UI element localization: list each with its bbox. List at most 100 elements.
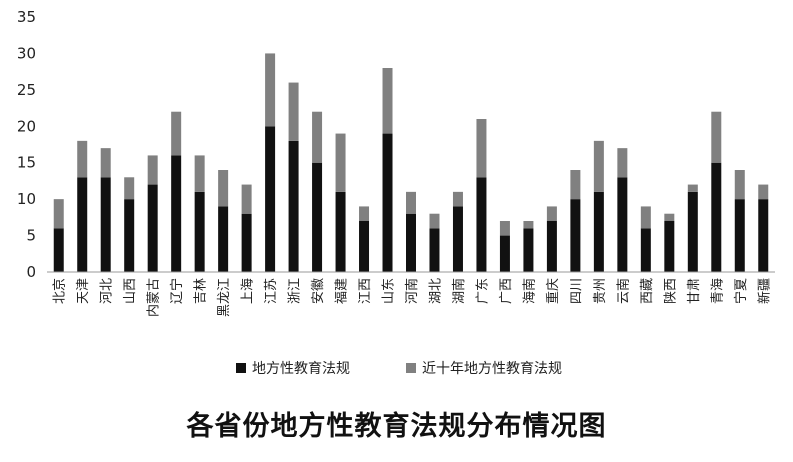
bar-segment-recent <box>100 148 111 178</box>
x-tick-label: 安徽 <box>311 278 326 304</box>
x-tick-label: 云南 <box>615 278 631 304</box>
legend-swatch <box>236 363 246 373</box>
x-tick-label: 福建 <box>335 278 350 304</box>
x-tick-label: 湖北 <box>428 278 443 304</box>
bar-segment-recent <box>476 119 487 178</box>
bar-segment-recent <box>734 170 745 200</box>
bar-segment-recent <box>288 82 299 141</box>
bar-segment-local <box>617 177 628 272</box>
bar-segment-local <box>640 228 651 272</box>
bar-segment-recent <box>499 221 510 236</box>
x-tick-label: 湖南 <box>451 278 467 304</box>
bar-segment-local <box>241 213 252 272</box>
bar-segment-recent <box>452 191 463 207</box>
bar-segment-recent <box>593 140 604 192</box>
bar-segment-local <box>335 191 346 272</box>
x-tick-label: 黑龙江 <box>217 278 232 317</box>
bar-segment-recent <box>664 213 675 221</box>
x-tick-label: 重庆 <box>545 278 561 304</box>
x-tick-label: 广西 <box>499 278 514 304</box>
x-tick-label: 内蒙古 <box>146 278 162 317</box>
y-tick-label: 10 <box>17 190 36 208</box>
bar-segment-recent <box>382 68 393 134</box>
bar-segment-recent <box>218 170 229 207</box>
bar-segment-recent <box>77 140 88 178</box>
bar-segment-local <box>100 177 111 272</box>
bar-segment-local <box>147 184 158 272</box>
bar-segment-recent <box>171 111 182 156</box>
bar-segment-recent <box>194 155 205 192</box>
bar-segment-recent <box>359 206 370 221</box>
bar-segment-local <box>734 199 745 272</box>
bar-segment-local <box>171 155 182 272</box>
bar-segment-local <box>406 213 416 272</box>
bar-segment-recent <box>617 148 628 178</box>
x-tick-label: 贵州 <box>593 278 608 304</box>
x-tick-label: 西藏 <box>640 278 655 304</box>
bar-segment-recent <box>711 111 722 163</box>
y-tick-label: 25 <box>17 81 36 99</box>
bar-segment-recent <box>570 170 581 200</box>
bar-segment-local <box>546 221 557 272</box>
bar-segment-local <box>499 235 510 272</box>
x-tick-label: 甘肃 <box>687 278 702 304</box>
x-tick-label: 山西 <box>123 278 138 304</box>
bar-segment-local <box>265 126 276 273</box>
bar-segment-recent <box>335 133 346 192</box>
bar-segment-local <box>758 199 769 272</box>
y-tick-label: 35 <box>17 8 36 26</box>
y-tick-label: 5 <box>26 227 36 245</box>
bar-segment-local <box>124 199 135 272</box>
bar-segment-recent <box>758 184 769 200</box>
y-tick-label: 15 <box>17 154 36 172</box>
bar-segment-local <box>194 191 205 272</box>
bar-segment-recent <box>406 191 416 214</box>
x-tick-label: 浙江 <box>288 278 303 304</box>
x-tick-label: 北京 <box>53 278 68 304</box>
x-tick-label: 青海 <box>710 278 725 304</box>
bars <box>53 53 769 273</box>
x-tick-label: 四川 <box>569 278 584 304</box>
bar-segment-recent <box>53 199 64 229</box>
bar-segment-recent <box>640 206 651 229</box>
x-axis-labels: 北京 天津 河北 山西 内蒙古 辽宁 吉林 黑龙江 上海 江苏 浙江 安徽 福建 江西 山东 河南 湖北 湖南 广东… <box>53 278 773 317</box>
stacked-bar-chart: 0 5 10 15 20 25 30 35 北京 天津 河北 山西 内蒙古 辽宁 吉林 黑龙江 上海 江苏 浙江安… <box>17 8 775 377</box>
bar-segment-local <box>570 199 581 272</box>
bar-segment-local <box>382 133 393 272</box>
bar-segment-local <box>593 191 604 272</box>
y-tick-label: 0 <box>26 263 36 281</box>
bar-segment-local <box>523 228 534 272</box>
bar-segment-local <box>53 228 64 272</box>
bar-segment-recent <box>147 155 158 185</box>
x-tick-label: 陕西 <box>663 278 678 304</box>
bar-segment-recent <box>429 213 440 229</box>
x-tick-label: 河南 <box>404 278 420 304</box>
bar-segment-local <box>218 206 229 272</box>
bar-segment-local <box>452 206 463 272</box>
x-tick-label: 广东 <box>475 278 490 304</box>
bar-segment-recent <box>546 206 557 221</box>
x-tick-label: 天津 <box>76 278 91 304</box>
x-tick-label: 山东 <box>382 278 397 304</box>
bar-segment-local <box>429 228 440 272</box>
x-tick-label: 江西 <box>358 278 373 304</box>
y-tick-label: 30 <box>17 44 36 62</box>
legend: 地方性教育法规 近十年地方性教育法规 <box>236 361 562 377</box>
bar-segment-local <box>664 221 675 272</box>
x-tick-label: 新疆 <box>756 278 772 304</box>
bar-segment-local <box>711 162 722 272</box>
legend-label: 地方性教育法规 <box>252 361 350 377</box>
bar-segment-recent <box>312 111 323 163</box>
legend-swatch <box>406 363 416 373</box>
bar-segment-recent <box>687 184 698 192</box>
x-tick-label: 宁夏 <box>733 278 749 304</box>
x-tick-label: 上海 <box>241 278 256 304</box>
x-tick-label: 吉林 <box>194 278 209 304</box>
legend-label: 近十年地方性教育法规 <box>422 361 562 377</box>
x-tick-label: 江苏 <box>263 278 279 304</box>
bar-segment-local <box>312 162 323 272</box>
y-tick-label: 20 <box>17 117 36 135</box>
bar-segment-local <box>288 140 299 272</box>
bar-segment-local <box>476 177 487 272</box>
bar-segment-local <box>687 191 698 272</box>
